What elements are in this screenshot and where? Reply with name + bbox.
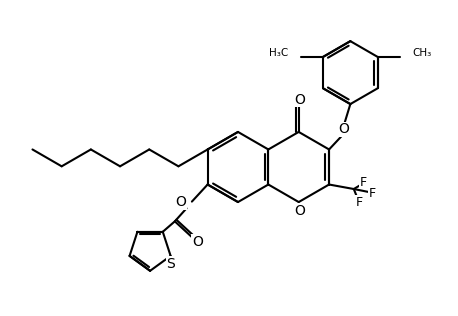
Text: O: O — [294, 204, 305, 218]
Text: O: O — [294, 93, 305, 106]
Text: S: S — [166, 257, 175, 270]
Text: CH₃: CH₃ — [413, 48, 432, 58]
Text: F: F — [360, 176, 367, 189]
Text: O: O — [338, 122, 349, 136]
Text: O: O — [175, 196, 186, 210]
Text: H₃C: H₃C — [269, 48, 288, 58]
Text: O: O — [192, 234, 203, 249]
Text: F: F — [355, 196, 363, 209]
Text: F: F — [369, 187, 376, 200]
